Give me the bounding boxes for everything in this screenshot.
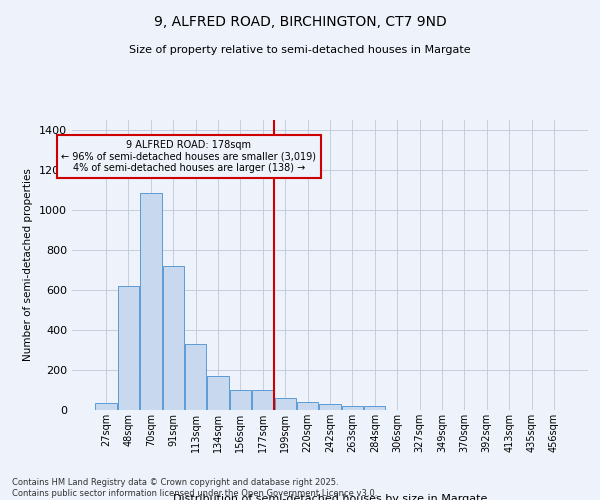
Bar [275, 398, 296, 410]
Bar [297, 402, 318, 410]
Bar [230, 390, 251, 410]
Text: Contains HM Land Registry data © Crown copyright and database right 2025.
Contai: Contains HM Land Registry data © Crown c… [12, 478, 377, 498]
Bar [364, 406, 385, 410]
X-axis label: Distribution of semi-detached houses by size in Margate: Distribution of semi-detached houses by … [173, 494, 487, 500]
Bar [342, 406, 363, 410]
Bar [185, 344, 206, 410]
Bar [140, 193, 161, 410]
Text: 9, ALFRED ROAD, BIRCHINGTON, CT7 9ND: 9, ALFRED ROAD, BIRCHINGTON, CT7 9ND [154, 15, 446, 29]
Bar [208, 376, 229, 410]
Bar [118, 286, 139, 410]
Bar [319, 404, 341, 410]
Bar [252, 390, 274, 410]
Bar [95, 403, 117, 410]
Y-axis label: Number of semi-detached properties: Number of semi-detached properties [23, 168, 34, 362]
Text: 9 ALFRED ROAD: 178sqm
← 96% of semi-detached houses are smaller (3,019)
4% of se: 9 ALFRED ROAD: 178sqm ← 96% of semi-deta… [61, 140, 316, 173]
Text: Size of property relative to semi-detached houses in Margate: Size of property relative to semi-detach… [129, 45, 471, 55]
Bar [163, 266, 184, 410]
